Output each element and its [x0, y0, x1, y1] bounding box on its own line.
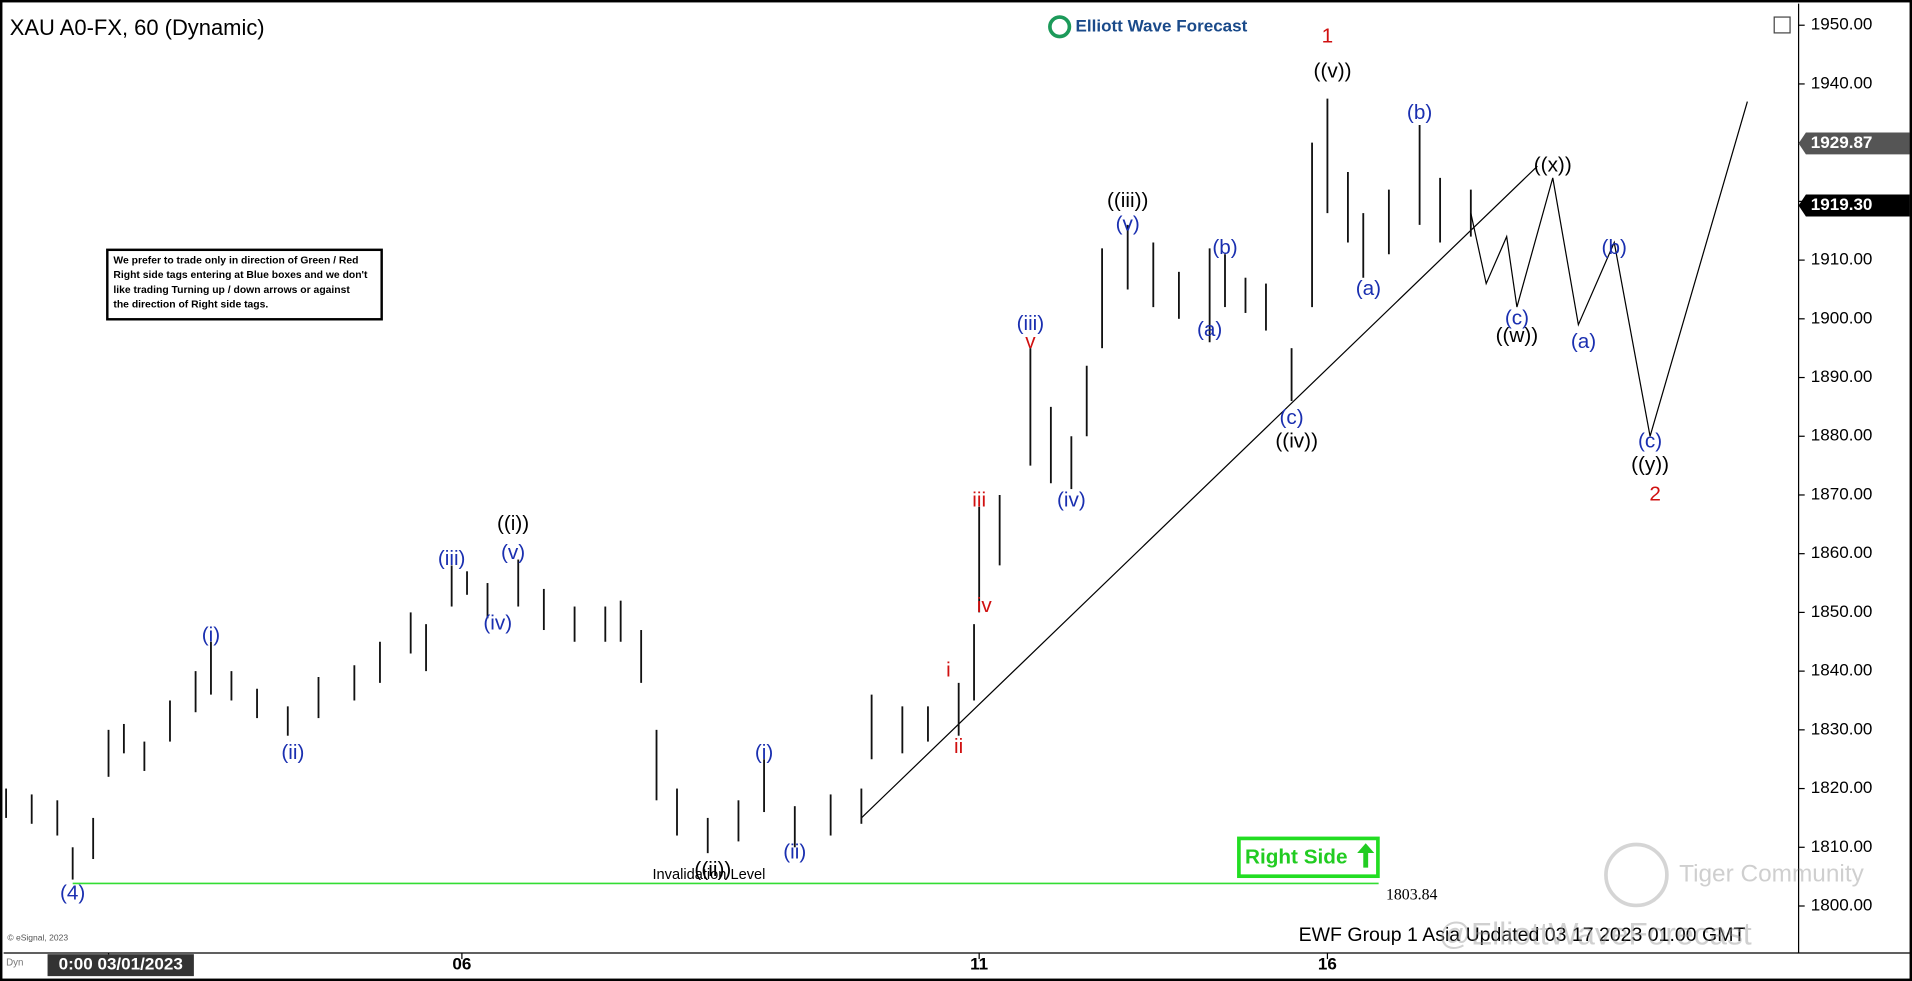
note-line: the direction of Right side tags.: [113, 299, 268, 310]
wave-label: (v): [1116, 212, 1140, 235]
y-tick-label: 1830.00: [1811, 719, 1873, 738]
y-tick-label: 1950.00: [1811, 15, 1873, 34]
right-side-arrow: [1357, 843, 1375, 868]
wave-label: (a): [1571, 330, 1596, 353]
wave-label: ((x)): [1534, 154, 1572, 177]
right-side-box: [1237, 836, 1380, 879]
wave-label: ((ii)): [694, 858, 731, 881]
wave-label: i: [946, 659, 951, 682]
y-tick-label: 1870.00: [1811, 484, 1873, 503]
y-tick-label: 1840.00: [1811, 661, 1873, 680]
note-line: Right side tags entering at Blue boxes a…: [113, 270, 368, 281]
community-logo: Tiger Community: [1604, 842, 1865, 908]
footer: EWF Group 1 Asia Updated 03 17 2023 01.0…: [1299, 924, 1746, 946]
wave-label: (i): [202, 623, 220, 646]
wave-label: 1: [1322, 24, 1334, 47]
axis-mode: Dyn: [6, 957, 23, 968]
wave-label: ((iv)): [1275, 430, 1318, 453]
wave-label: ((i)): [497, 512, 529, 535]
wave-label: (iv): [1057, 488, 1086, 511]
wave-label: (a): [1356, 277, 1381, 300]
window-icon: [1773, 16, 1791, 34]
wave-label: (v): [501, 541, 525, 564]
wave-label: ((iii)): [1107, 189, 1148, 212]
y-tick-label: 1800.00: [1811, 896, 1873, 915]
logo-icon: [1048, 15, 1072, 39]
price-tag: [1798, 194, 1910, 217]
y-tick-label: 1850.00: [1811, 602, 1873, 621]
right-side-text: Right Side: [1245, 845, 1347, 868]
note-line: like trading Turning up / down arrows or…: [113, 285, 350, 296]
y-tick-label: 1880.00: [1811, 426, 1873, 445]
wave-label: iii: [972, 488, 986, 511]
wave-label: ii: [954, 735, 963, 758]
chart-title: XAU A0-FX, 60 (Dynamic): [10, 15, 265, 40]
y-tick-label: 1890.00: [1811, 367, 1873, 386]
wave-label: (ii): [281, 741, 304, 764]
invalidation-value: 1803.84: [1386, 886, 1438, 903]
wave-label: (iv): [483, 612, 512, 635]
wave-label: ((v)): [1314, 60, 1352, 83]
invalidation-label: Invalidation Level: [652, 867, 765, 883]
price-tag-label: 1919.30: [1811, 195, 1873, 214]
wave-label: 2: [1649, 482, 1661, 505]
y-tick-label: 1820.00: [1811, 778, 1873, 797]
wave-label: (c): [1279, 406, 1303, 429]
y-tick-label: 1910.00: [1811, 250, 1873, 269]
logo-text: Elliott Wave Forecast: [1076, 16, 1248, 35]
note-box: [106, 248, 383, 321]
y-tick-label: 1900.00: [1811, 308, 1873, 327]
price-tag-label: 1929.87: [1811, 133, 1873, 152]
wave-label: (c): [1638, 430, 1662, 453]
wave-label: ((w)): [1496, 324, 1539, 347]
wave-label: v: [1025, 330, 1036, 353]
community-text: Tiger Community: [1679, 860, 1865, 887]
wave-label: (ii): [783, 841, 806, 864]
wave-label: (a): [1197, 318, 1222, 341]
community-icon: [1604, 842, 1669, 908]
wave-label: (i): [755, 741, 773, 764]
projection-path: [1470, 101, 1748, 437]
wave-label: iv: [977, 594, 993, 617]
x-tick-label: 16: [1318, 955, 1337, 974]
wave-label: (b): [1407, 101, 1432, 124]
wave-label: ((y)): [1631, 453, 1669, 476]
watermark: @ElliottWaveForecast: [1439, 915, 1752, 951]
x-tick-label: 11: [970, 955, 988, 974]
y-tick-label: 1940.00: [1811, 73, 1873, 92]
x-tick-highlight: [47, 954, 194, 977]
price-tag: [1798, 132, 1910, 155]
logo: Elliott Wave Forecast: [1048, 15, 1248, 39]
wave-label: (c): [1505, 306, 1529, 329]
wave-label: (b): [1212, 236, 1237, 259]
x-tick-label: 06: [452, 955, 471, 974]
wave-label: (b): [1602, 236, 1627, 259]
note-line: We prefer to trade only in direction of …: [113, 256, 358, 267]
x-tick-label: 0:00 03/01/2023: [59, 955, 183, 974]
wave-label: (iii): [1017, 312, 1045, 335]
copyright: © eSignal, 2023: [7, 933, 68, 943]
trendline: [860, 165, 1538, 819]
y-tick-label: 1810.00: [1811, 837, 1873, 856]
wave-label: (4): [60, 882, 85, 905]
wave-label: (iii): [438, 547, 466, 570]
y-tick-label: 1860.00: [1811, 543, 1873, 562]
